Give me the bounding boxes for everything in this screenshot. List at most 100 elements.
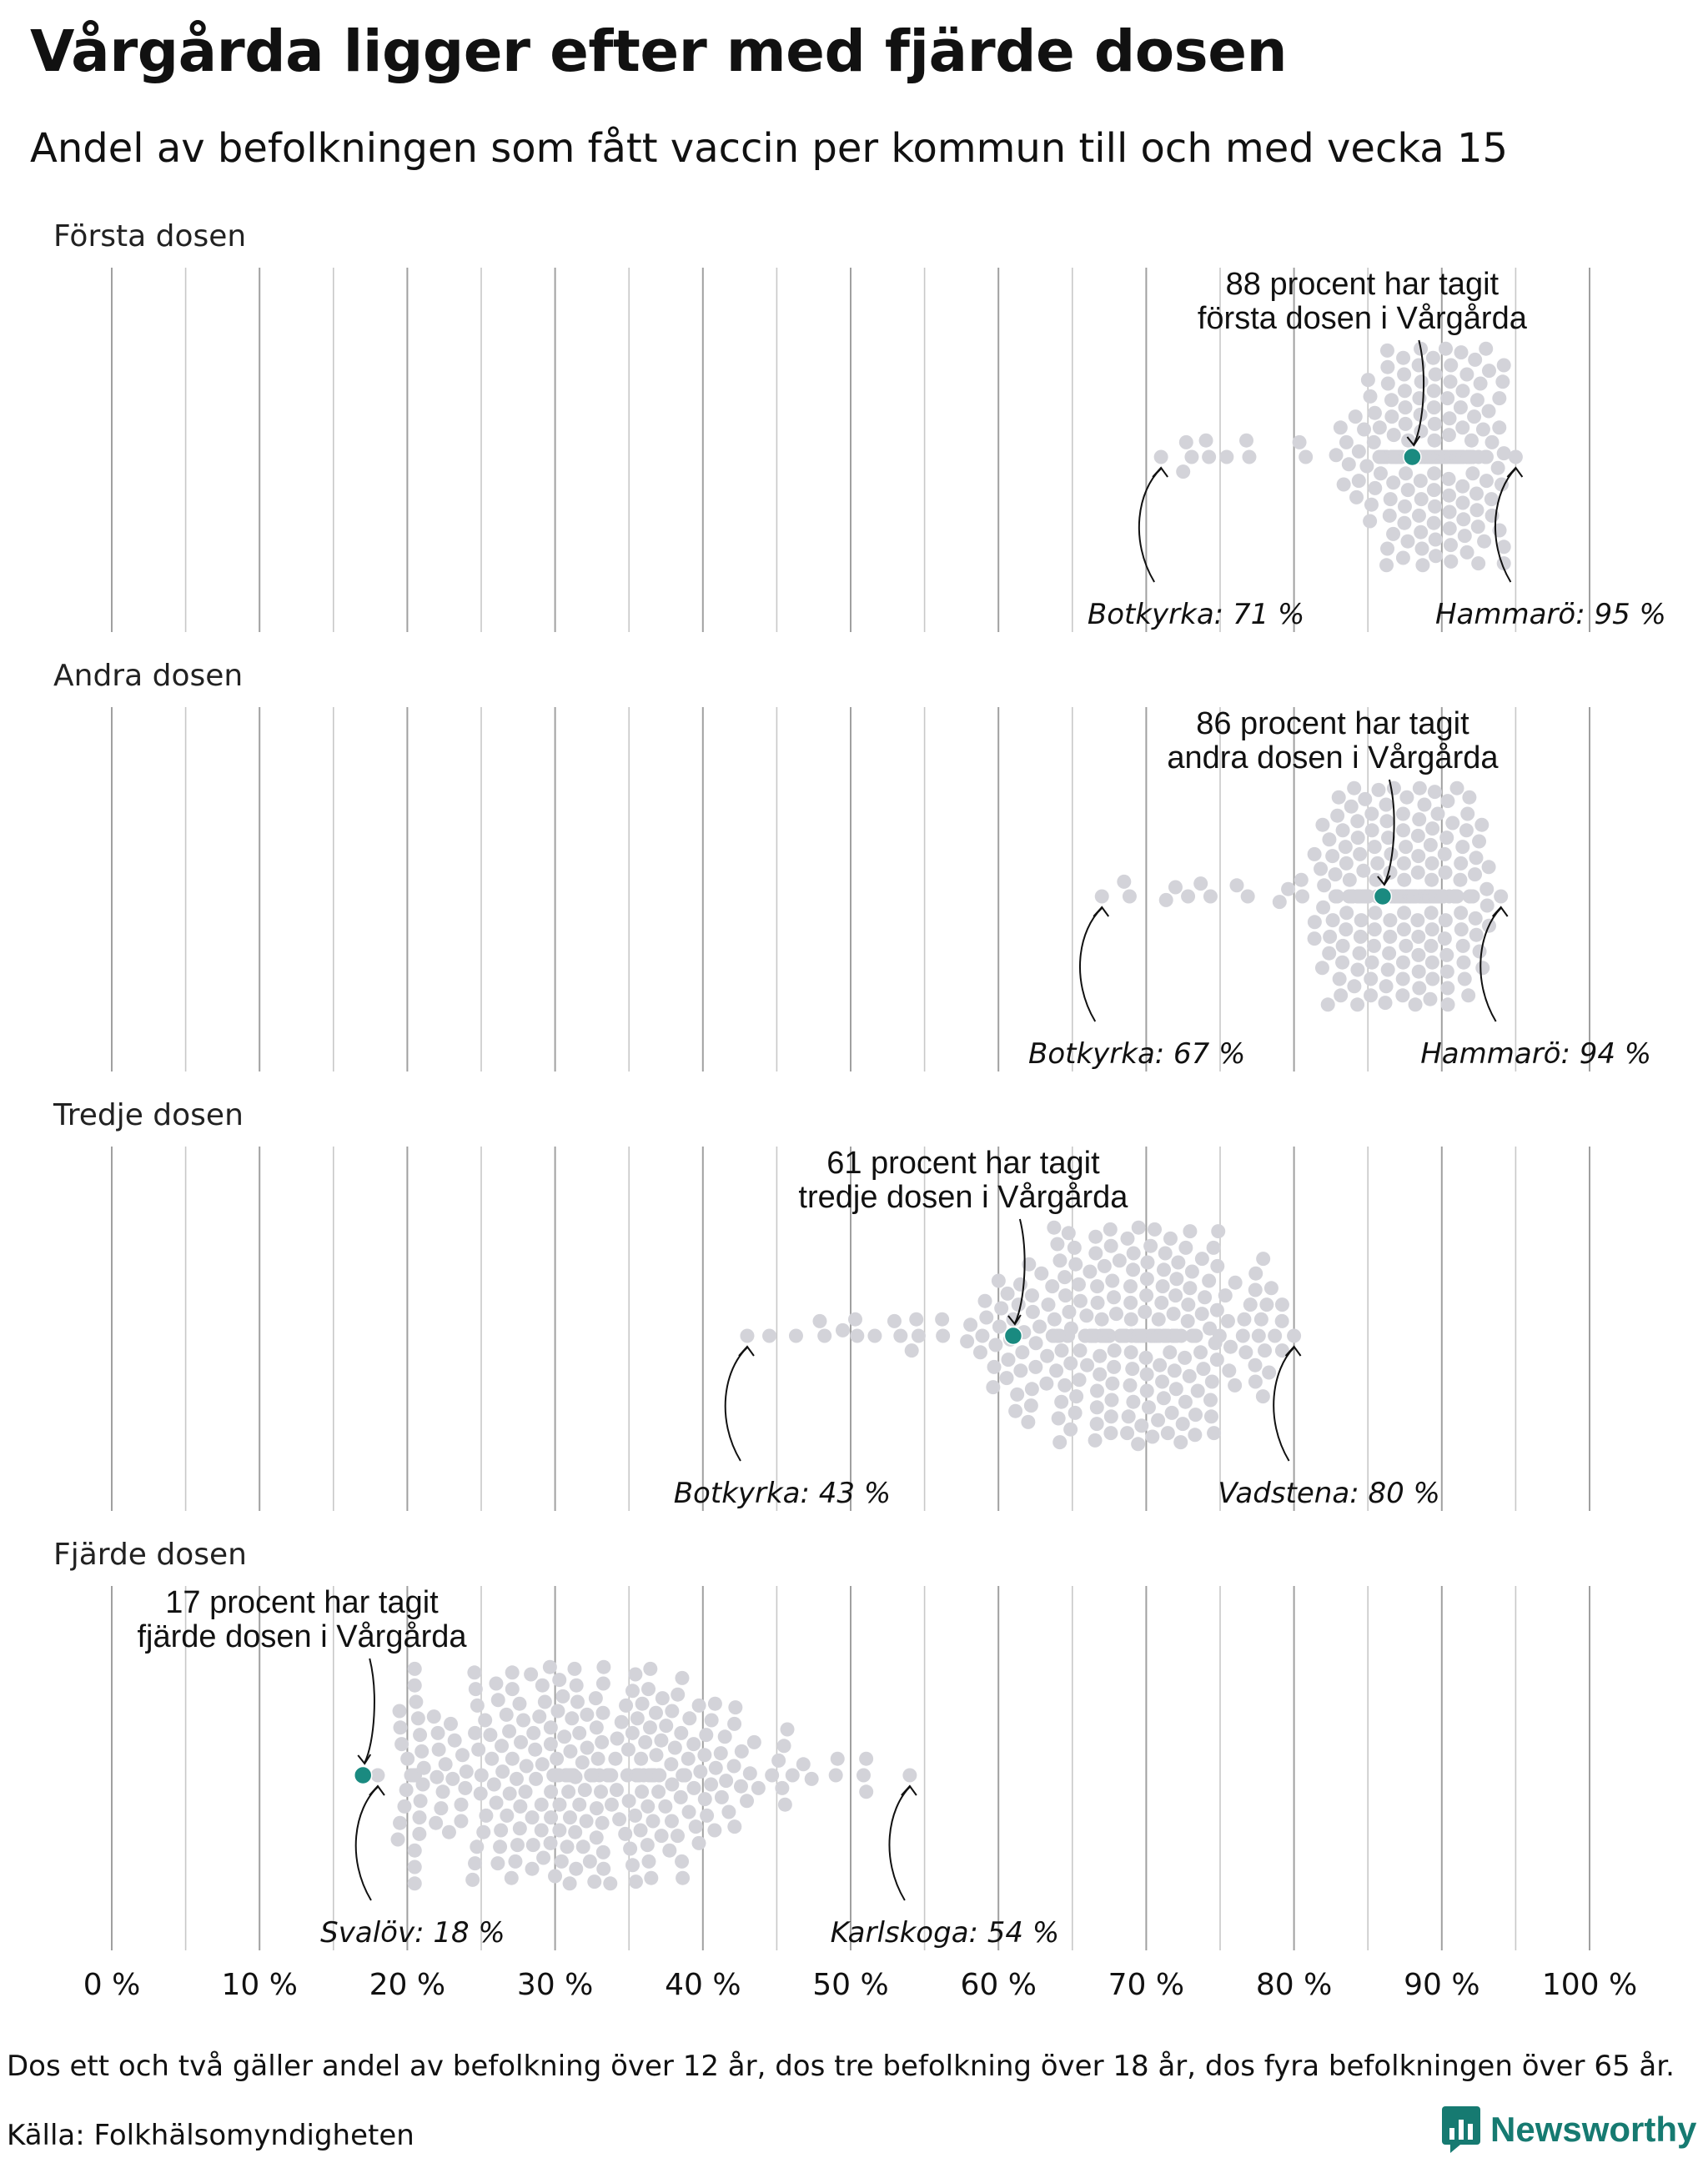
- municipality-dot: [431, 1742, 446, 1757]
- municipality-dot: [1243, 1297, 1258, 1312]
- municipality-dot: [1468, 911, 1483, 926]
- municipality-dot: [1415, 558, 1430, 573]
- municipality-dot: [575, 1755, 590, 1770]
- municipality-dot: [572, 1797, 587, 1812]
- municipality-dot: [569, 1861, 584, 1876]
- municipality-dot: [1057, 1270, 1073, 1285]
- municipality-dot: [643, 1661, 658, 1676]
- municipality-dot: [1078, 1328, 1093, 1343]
- municipality-dot: [1315, 817, 1330, 832]
- municipality-dot: [562, 1810, 577, 1825]
- municipality-dot: [1440, 997, 1455, 1012]
- municipality-dot: [1395, 550, 1410, 565]
- municipality-dot: [1090, 1383, 1105, 1398]
- municipality-dot: [590, 1751, 605, 1766]
- municipality-dot: [1178, 1394, 1193, 1409]
- municipality-dot: [1347, 979, 1362, 994]
- municipality-dot: [1054, 1394, 1069, 1409]
- municipality-dot: [1188, 1408, 1203, 1423]
- municipality-dot: [1294, 872, 1309, 887]
- municipality-dot: [1384, 846, 1399, 861]
- municipality-dot: [1163, 1345, 1178, 1360]
- min-arrow: [724, 1347, 748, 1462]
- municipality-dot: [1183, 1224, 1198, 1239]
- municipality-dot: [1479, 341, 1494, 356]
- municipality-dot: [640, 1799, 656, 1814]
- municipality-dot: [1455, 420, 1470, 435]
- municipality-dot: [397, 1799, 412, 1814]
- municipality-dot: [1426, 384, 1441, 399]
- gridlines: [111, 268, 1590, 632]
- municipality-dot: [788, 1328, 803, 1343]
- municipality-dot: [1444, 358, 1459, 373]
- municipality-dot: [1364, 988, 1379, 1003]
- municipality-dot: [1427, 785, 1442, 800]
- municipality-dot: [485, 1751, 500, 1766]
- municipality-dot: [1386, 780, 1401, 795]
- municipality-dot: [468, 1856, 483, 1871]
- municipality-dot: [1399, 938, 1414, 953]
- gridlines: [111, 1147, 1590, 1511]
- municipality-dot: [1330, 808, 1345, 823]
- municipality-dot: [1040, 1348, 1055, 1363]
- x-tick-label: 50 %: [812, 1968, 888, 2002]
- municipality-dot: [1477, 534, 1492, 549]
- municipality-dot: [532, 1709, 547, 1724]
- municipality-dot: [1211, 1224, 1226, 1239]
- municipality-dot: [1356, 863, 1371, 878]
- max-arrow: [1273, 1347, 1295, 1462]
- municipality-dot: [596, 1861, 611, 1876]
- municipality-dot: [1334, 988, 1349, 1003]
- municipality-dot: [441, 1824, 456, 1839]
- x-tick-label: 80 %: [1256, 1968, 1332, 2002]
- municipality-dot: [568, 1824, 583, 1839]
- municipality-dot: [1105, 1376, 1120, 1391]
- municipality-dot: [646, 1814, 661, 1829]
- municipality-dot: [992, 1319, 1007, 1334]
- municipality-dot: [1363, 389, 1378, 404]
- municipality-dot: [525, 1838, 540, 1853]
- municipality-dot: [963, 1317, 978, 1332]
- municipality-dot: [1364, 955, 1379, 970]
- municipality-dot: [1366, 434, 1381, 449]
- municipality-dot: [1198, 433, 1213, 448]
- footnote: Dos ett och två gäller andel av befolkni…: [7, 2050, 1675, 2083]
- municipality-dot: [1455, 495, 1470, 510]
- municipality-dot: [1138, 1350, 1153, 1365]
- municipality-dot: [1479, 449, 1494, 464]
- municipality-dot: [1229, 878, 1244, 893]
- municipality-dot: [543, 1835, 558, 1850]
- municipality-dot: [1423, 837, 1438, 852]
- municipality-dot: [1457, 971, 1472, 986]
- min-municipality-dot: [370, 1768, 385, 1783]
- municipality-dot: [572, 1725, 587, 1740]
- municipality-dot: [1469, 851, 1484, 866]
- municipality-dot: [1262, 1365, 1277, 1380]
- municipality-dot: [765, 1768, 780, 1783]
- municipality-dot: [1126, 1246, 1141, 1261]
- municipality-dot: [589, 1801, 604, 1816]
- municipality-dot: [1212, 1328, 1227, 1343]
- municipality-dot: [1045, 1279, 1060, 1294]
- x-tick-label: 100 %: [1542, 1968, 1637, 2002]
- min-label: Botkyrka: 43 %: [674, 1477, 891, 1510]
- max-arrowhead: [901, 1784, 917, 1796]
- municipality-dot: [1108, 1307, 1123, 1322]
- municipality-dot: [454, 1814, 469, 1829]
- municipality-dot: [1397, 367, 1412, 382]
- municipality-dot: [1190, 1383, 1205, 1398]
- municipality-dot: [552, 1797, 567, 1812]
- municipality-dot: [499, 1707, 514, 1722]
- municipality-dot: [1203, 889, 1218, 904]
- municipality-dot: [518, 1784, 533, 1799]
- municipality-dot: [529, 1771, 544, 1786]
- municipality-dots: [1153, 341, 1523, 573]
- municipality-dot: [604, 1797, 619, 1812]
- municipality-dot: [1126, 1262, 1141, 1277]
- municipality-dot: [1492, 391, 1507, 406]
- municipality-dot: [648, 1705, 663, 1720]
- municipality-dots: [740, 1220, 1302, 1452]
- municipality-dot: [435, 1784, 450, 1799]
- municipality-dot: [1427, 416, 1442, 431]
- municipality-dot: [630, 1711, 645, 1726]
